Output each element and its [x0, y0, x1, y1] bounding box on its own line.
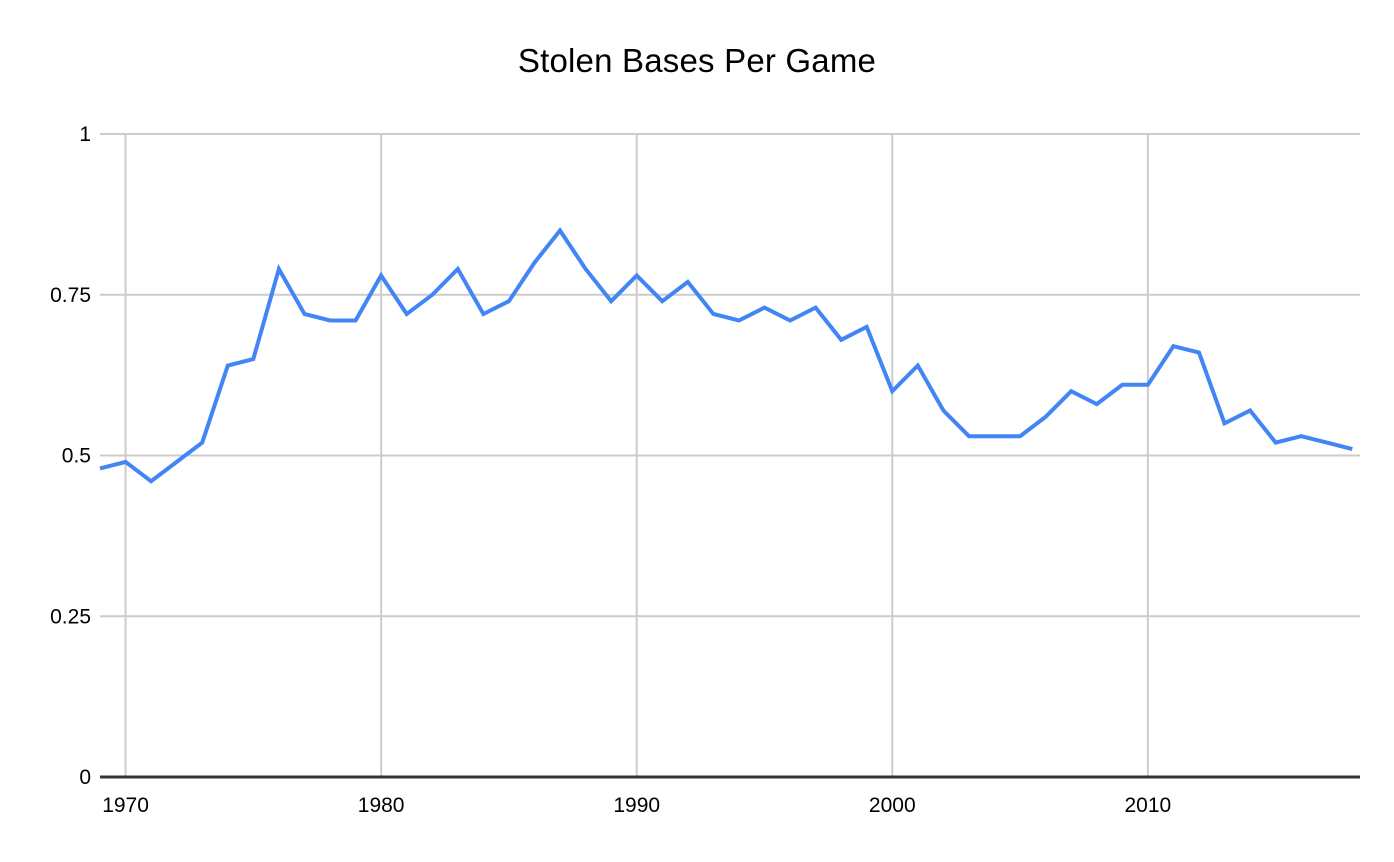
x-tick-label: 1970 — [102, 794, 149, 817]
chart-title: Stolen Bases Per Game — [517, 42, 877, 79]
x-tick-label: 2010 — [1125, 794, 1172, 817]
y-tick-label: 0.5 — [62, 445, 91, 468]
y-tick-label: 0.25 — [50, 605, 91, 628]
x-tick-label: 1990 — [613, 794, 660, 817]
y-tick-label: 1 — [79, 123, 91, 146]
x-tick-label: 1980 — [358, 794, 405, 817]
y-tick-label: 0.75 — [50, 284, 91, 307]
y-tick-label: 0 — [79, 766, 91, 789]
data-series-line — [99, 227, 1353, 484]
x-tick-label: 2000 — [869, 794, 916, 817]
